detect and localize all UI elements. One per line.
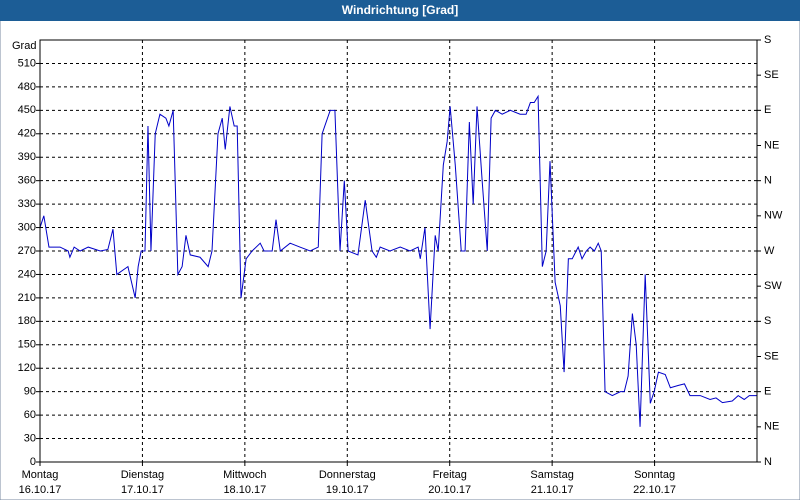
y2-tick-label: NW (764, 210, 783, 222)
x-tick-label: Mittwoch (223, 469, 266, 481)
x-tick-label: Donnerstag (319, 469, 376, 481)
y-tick-label: 390 (18, 151, 36, 163)
x-tick-date: 20.10.17 (428, 484, 471, 496)
y-tick-label: 180 (18, 315, 36, 327)
y-tick-label: 480 (18, 81, 36, 93)
x-tick-label: Freitag (433, 469, 467, 481)
y2-tick-label: NE (764, 421, 779, 433)
chart-title: Windrichtung [Grad] (342, 3, 459, 17)
y2-tick-label: NE (764, 139, 779, 151)
y-tick-label: 150 (18, 339, 36, 351)
y2-tick-label: S (764, 34, 771, 46)
x-tick-date: 22.10.17 (633, 484, 676, 496)
y-tick-label: 60 (24, 409, 36, 421)
y2-tick-label: SE (764, 350, 779, 362)
data-line (39, 94, 757, 427)
y-tick-label: 420 (18, 128, 36, 140)
y-tick-label: 0 (30, 456, 36, 468)
x-tick-label: Dienstag (121, 469, 164, 481)
x-tick-date: 16.10.17 (19, 484, 62, 496)
y-tick-label: 90 (24, 386, 36, 398)
y-tick-label: 270 (18, 245, 36, 257)
y-tick-label: 120 (18, 362, 36, 374)
x-tick-date: 19.10.17 (326, 484, 369, 496)
x-tick-date: 17.10.17 (121, 484, 164, 496)
y2-tick-label: SW (764, 280, 782, 292)
y-tick-label: 210 (18, 292, 36, 304)
title-bar (0, 0, 800, 21)
y-tick-label: 300 (18, 221, 36, 233)
x-tick-label: Samstag (530, 469, 573, 481)
y2-tick-label: E (764, 104, 771, 116)
y-axis-label: Grad (12, 40, 36, 52)
y-tick-label: 450 (18, 104, 36, 116)
y-tick-label: 30 (24, 432, 36, 444)
x-tick-label: Sonntag (634, 469, 675, 481)
y2-tick-label: W (764, 245, 775, 257)
y-tick-label: 240 (18, 268, 36, 280)
y-tick-label: 510 (18, 57, 36, 69)
y2-tick-label: N (764, 456, 772, 468)
plot (39, 94, 757, 427)
y2-tick-label: E (764, 386, 771, 398)
y-tick-label: 330 (18, 198, 36, 210)
x-tick-label: Montag (22, 469, 59, 481)
y2-tick-label: SE (764, 69, 779, 81)
y-tick-label: 360 (18, 175, 36, 187)
x-tick-date: 21.10.17 (531, 484, 574, 496)
y2-tick-label: N (764, 175, 772, 187)
y2-tick-label: S (764, 315, 771, 327)
x-tick-date: 18.10.17 (223, 484, 266, 496)
